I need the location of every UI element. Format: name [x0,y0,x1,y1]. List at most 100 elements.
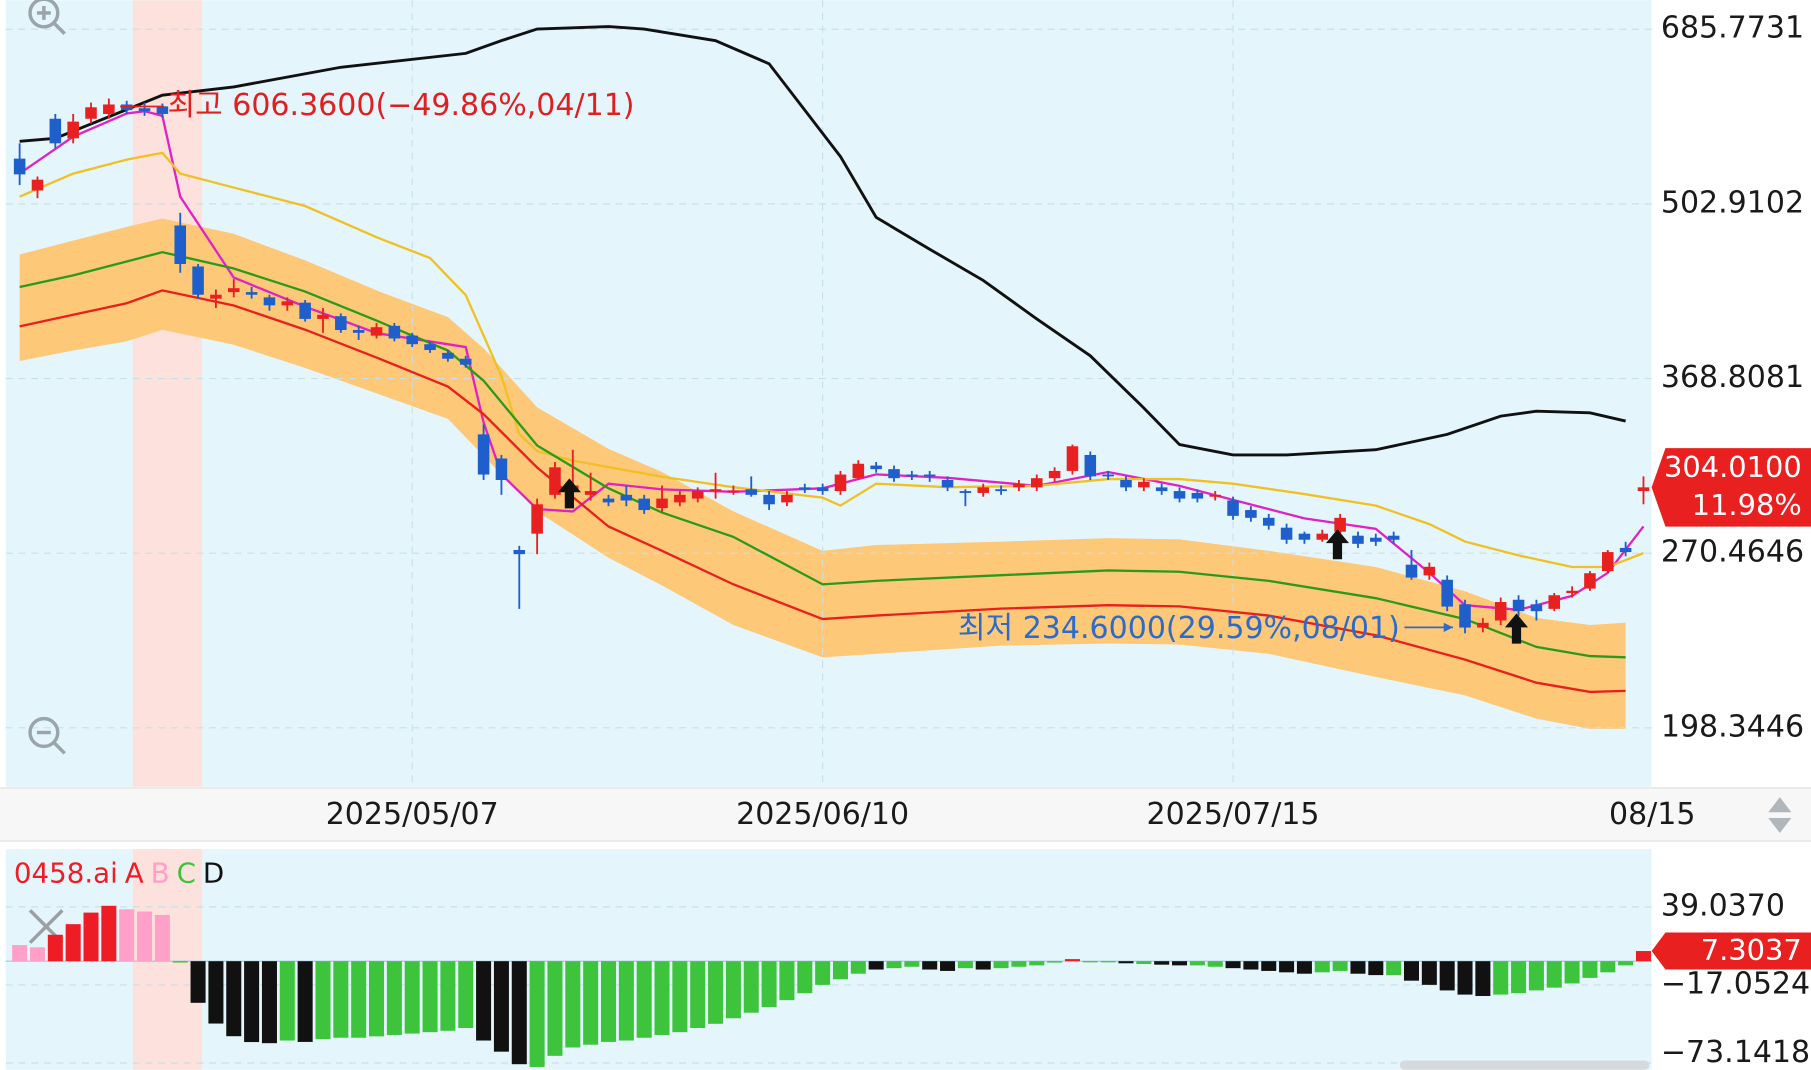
candle-body [763,494,775,505]
legend-entry[interactable]: D [203,857,224,890]
candle-body [941,480,954,488]
oscillator-bar [190,961,206,1003]
candle-body [1619,547,1632,553]
oscillator-bar [47,934,63,962]
legend-entry[interactable]: A [125,857,144,890]
scroll-arrows[interactable] [1768,797,1792,833]
candle-body [388,325,401,339]
x-tick-label: 2025/06/10 [736,797,909,832]
oscillator-bar [832,961,848,980]
candle-body [31,179,44,191]
candle-body [1423,566,1436,576]
oscillator-bar [1386,961,1402,976]
candle-body [584,491,597,495]
candle-body [1262,517,1275,526]
candle-body [85,107,97,119]
candle-body [513,550,526,555]
oscillator-bar [690,961,706,1028]
oscillator-bar [83,912,99,962]
candle-body [870,465,882,470]
oscillator-bar [65,924,81,962]
candle-body [1477,622,1489,628]
candle-body [103,104,115,114]
oscillator-bar [1350,961,1366,974]
candle-body [192,266,204,295]
oscillator-bar [404,961,420,1034]
oscillator-bar [636,961,652,1038]
candle-body [1584,573,1596,589]
candle-body [49,118,62,144]
oscillator-bar [850,961,866,974]
oscillator-bar [1279,961,1295,973]
legend-entry[interactable]: B [151,857,170,890]
oscillator-bar [226,961,242,1037]
oscillator-bar [101,905,117,962]
candle-body [459,358,472,365]
y-tick-label: 502.9102 [1661,185,1804,220]
legend-entry[interactable]: C [177,857,196,890]
oscillator-bar [1546,961,1562,988]
current-price-box [1651,448,1811,527]
oscillator-bar [957,961,973,969]
y-tick-label: 270.4646 [1661,535,1804,570]
candle-body [1120,480,1132,488]
oscillator-bar [654,961,670,1035]
oscillator-bar [547,961,563,1056]
oscillator-bar [1332,961,1348,971]
candle-body [406,335,418,345]
y-tick-label: 368.8081 [1661,360,1804,395]
oscillator-bar [975,961,991,970]
oscillator-bar [1243,961,1259,970]
candle-body [299,302,311,319]
indicator-line [19,25,1626,457]
oscillator-bar [618,961,634,1041]
candle-body [1013,483,1025,488]
oscillator-bar [1118,961,1134,964]
oscillator-bar [1100,961,1116,963]
oscillator-bar [761,961,777,1008]
oscillator-bar [993,961,1009,969]
candle-body [1370,537,1382,542]
candle-body [1138,481,1150,488]
oscillator-bar [315,961,331,1040]
scrollbar[interactable] [1399,1060,1650,1070]
oscillator-bar [29,947,45,962]
oscillator-bar [1296,961,1312,974]
candle-body [1245,510,1257,518]
candle-body [709,489,722,492]
oscillator-bar [297,961,313,1042]
candle-body [549,467,561,495]
candle-body [1209,494,1221,497]
oscillator-bar [725,961,741,1019]
candle-body [1316,533,1329,540]
oscillator-bar [1029,961,1045,966]
candle-body [245,292,258,295]
candle-body [1494,602,1507,621]
candle-body [1084,454,1097,477]
oscillator-bar [1011,961,1027,967]
candle-body [477,434,490,475]
candle-body [620,494,633,501]
candle-body [602,498,615,503]
candle-body [531,504,543,534]
legend-title: 0458.ai [14,857,118,890]
oscillator-bar [458,961,474,1028]
indicator-legend: 0458.ai A B C D [14,857,224,890]
oscillator-bar [815,961,831,985]
zoom-out-button[interactable] [28,716,66,755]
oscillator-bar [779,961,795,1001]
candle-body [67,121,79,139]
indicator-line [19,250,1626,659]
oscillator-bar [1528,961,1544,991]
candle-body [1602,552,1614,572]
zoom-in-button[interactable] [28,0,66,35]
oscillator-bar [137,911,153,962]
candle-body [156,106,169,114]
candle-body [888,469,900,479]
high-annotation: 최고 606.3600(−49.86%,04/11) [167,88,634,123]
oscillator-bar [1439,961,1455,991]
x-axis-strip [0,787,1811,842]
